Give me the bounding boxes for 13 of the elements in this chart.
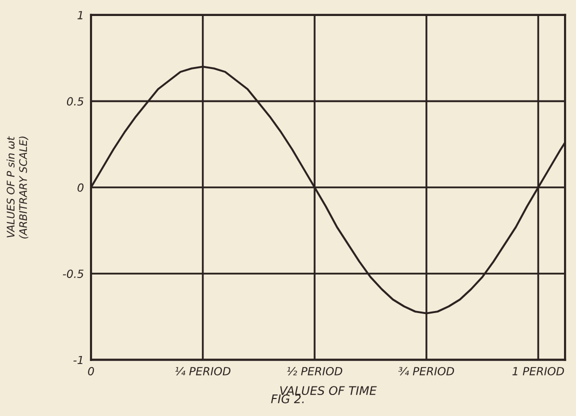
x-tick-label: 0 (88, 366, 94, 376)
x-tick-label: ¼ PERIOD (175, 366, 230, 376)
x-tick-label: ¾ PERIOD (398, 366, 454, 376)
x-axis-title: VALUES OF TIME (280, 386, 377, 396)
y-tick-label: 1 (78, 11, 82, 20)
y-tick-label: 0 (78, 183, 84, 192)
x-tick-label: 1 PERIOD (512, 366, 564, 376)
y-axis-title: VALUES OF P sin ωt (ARBITRARY SCALE) (6, 136, 28, 238)
caption: FIG 2. (271, 394, 304, 404)
y-tick-label: 0.5 (66, 97, 84, 106)
y-tick-label: -1 (73, 356, 82, 364)
x-tick-label: ½ PERIOD (287, 366, 342, 376)
y-tick-label: -0.5 (62, 270, 84, 278)
